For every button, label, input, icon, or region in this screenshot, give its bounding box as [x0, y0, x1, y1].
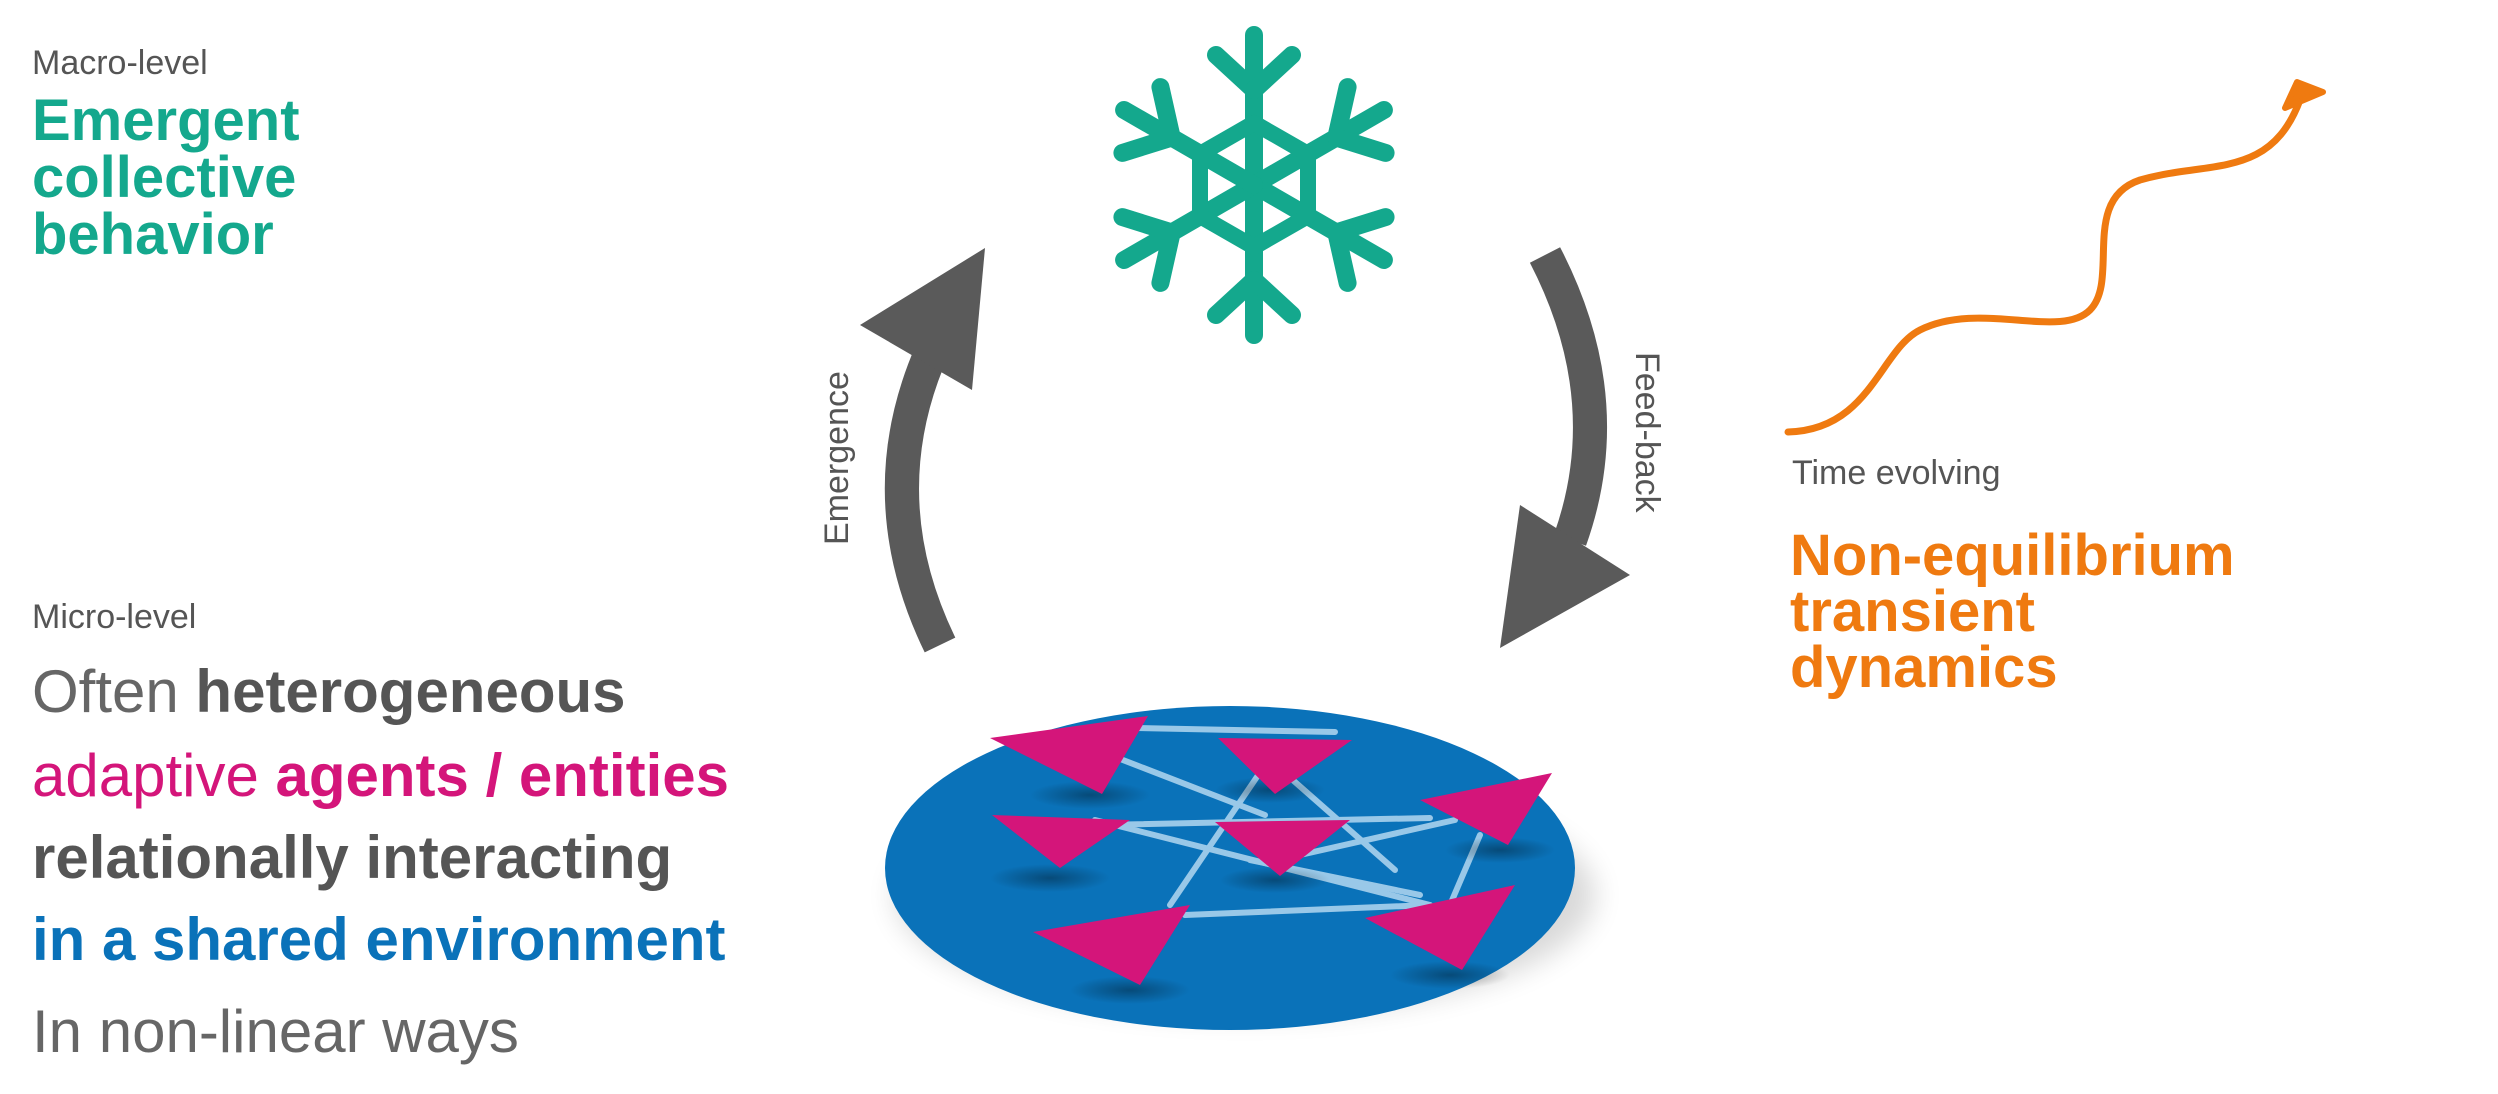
agent-triangle — [1033, 905, 1190, 985]
agent-shadows — [990, 777, 1555, 1004]
micro-line-3: relationally interacting — [32, 824, 673, 891]
snowflake-arm — [1113, 78, 1263, 194]
micro-line-1: Often heterogeneous — [32, 662, 626, 722]
agent-shadow — [1390, 961, 1510, 989]
macro-heading-line: Emergent — [32, 88, 300, 153]
wavy-arrow-icon — [1784, 79, 2326, 436]
connection-line — [1132, 725, 1338, 735]
emergence-arrow-icon — [860, 248, 985, 653]
snowflake-arm — [1113, 176, 1263, 292]
micro-line-1-bold: heterogeneous — [195, 658, 626, 725]
snowflake-arm — [1207, 176, 1301, 344]
snowflake-arm — [1207, 26, 1301, 194]
snowflake-core — [1192, 115, 1316, 255]
time-evolving-label: Time evolving — [1792, 454, 2001, 492]
micro-line-4: in a shared environment — [32, 906, 726, 973]
agent-triangle — [1420, 773, 1552, 845]
macro-heading-line: collective — [32, 145, 297, 210]
agent-shadow — [1030, 781, 1150, 809]
micro-line-2-bold: agents / entities — [275, 742, 729, 809]
agent-shadow — [1220, 867, 1330, 893]
micro-line-1-normal: Often — [32, 658, 196, 725]
snowflake-arm — [1245, 176, 1395, 292]
macro-level-label: Macro-level — [32, 44, 208, 82]
agent-shadow — [1215, 777, 1325, 803]
snowflake-icon — [1113, 26, 1395, 344]
agent-shadow — [1445, 837, 1555, 863]
macro-heading-line: behavior — [32, 202, 274, 267]
time-heading-line: dynamics — [1790, 635, 2058, 700]
connection-line — [1297, 817, 1458, 858]
micro-line-5: In non-linear ways — [32, 998, 519, 1065]
macro-heading: Emergent collective behavior — [32, 88, 552, 267]
agent-triangle — [992, 815, 1130, 868]
emergence-label: Emergence — [818, 371, 856, 545]
agent-triangle — [990, 716, 1148, 794]
feedback-label: Feed-back — [1628, 352, 1666, 514]
micro-line-2-normal: adaptive — [32, 742, 276, 809]
agents — [990, 716, 1552, 985]
snowflake-arm — [1245, 78, 1395, 194]
agent-shadow — [990, 864, 1110, 892]
time-heading: Non-equilibrium transient dynamics — [1790, 523, 2490, 700]
feedback-arrow-icon — [1500, 247, 1630, 648]
time-heading-line: Non-equilibrium — [1790, 523, 2235, 588]
micro-line-2: adaptive agents / entities — [32, 746, 729, 806]
agent-triangle — [1218, 738, 1352, 794]
agent-shadow — [1070, 976, 1190, 1004]
micro-level-label: Micro-level — [32, 598, 197, 636]
agent-triangle — [1215, 820, 1350, 876]
agent-triangle — [1365, 885, 1515, 970]
time-heading-line: transient — [1790, 579, 2035, 644]
connection-line — [1182, 902, 1433, 918]
